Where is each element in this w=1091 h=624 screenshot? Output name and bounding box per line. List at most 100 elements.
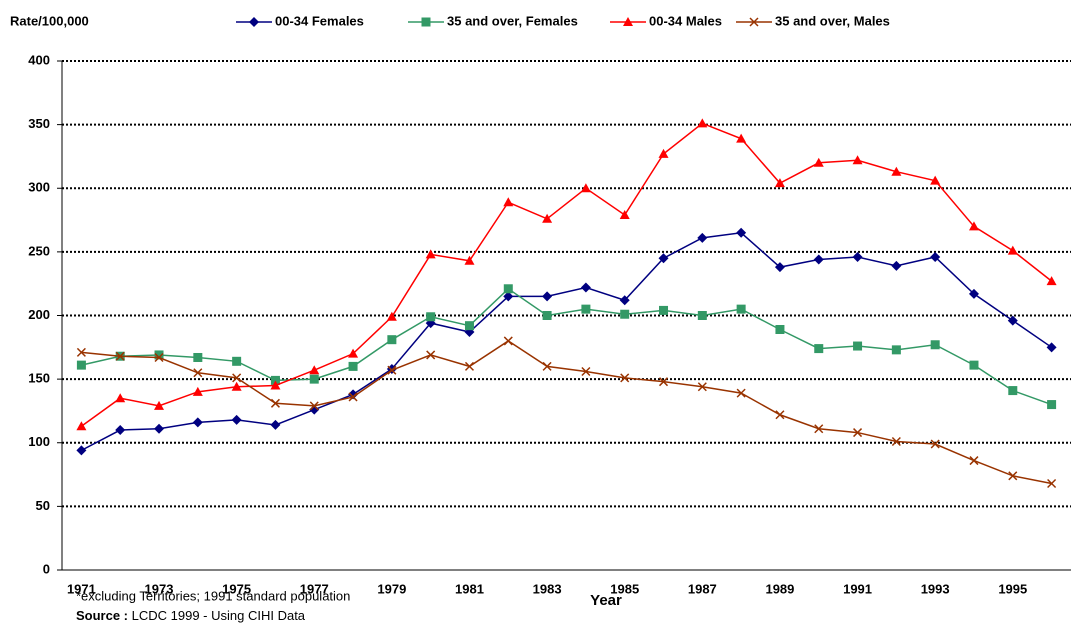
data-point <box>774 178 785 188</box>
data-point <box>619 295 630 306</box>
data-point <box>503 197 514 207</box>
data-point <box>193 352 203 362</box>
data-point <box>542 213 553 223</box>
data-point <box>1047 400 1057 410</box>
data-point <box>736 388 746 398</box>
data-point <box>852 155 863 165</box>
y-tick-label: 50 <box>36 498 50 513</box>
x-tick-label: 1979 <box>377 581 406 596</box>
data-point <box>853 341 863 351</box>
y-tick-label: 0 <box>43 561 50 576</box>
y-tick-label: 150 <box>28 371 50 386</box>
data-point <box>930 175 941 185</box>
data-point <box>658 253 669 264</box>
data-point <box>193 368 203 378</box>
data-point <box>891 260 902 271</box>
data-point <box>154 400 165 410</box>
data-point <box>270 380 281 390</box>
source-text: LCDC 1999 - Using CIHI Data <box>132 608 306 623</box>
data-point <box>387 335 397 345</box>
data-point <box>154 423 165 434</box>
data-point <box>1007 315 1018 326</box>
data-point <box>620 309 630 319</box>
data-point <box>542 311 552 320</box>
data-point <box>270 375 280 385</box>
data-point <box>736 133 747 143</box>
data-point <box>542 291 553 302</box>
data-point <box>619 209 630 219</box>
data-point <box>814 424 824 434</box>
data-point <box>580 282 591 293</box>
data-point <box>659 305 669 315</box>
x-tick-label: 1973 <box>145 581 174 596</box>
data-point <box>192 386 203 396</box>
data-point <box>154 352 164 363</box>
data-point <box>232 356 242 366</box>
data-point <box>232 373 242 383</box>
data-point <box>192 417 203 428</box>
legend-marker <box>249 17 259 27</box>
series-line <box>81 340 1052 485</box>
data-point <box>76 445 87 456</box>
x-tick-label: 1983 <box>533 581 562 596</box>
data-point <box>231 414 242 425</box>
y-tick-label: 200 <box>28 307 50 322</box>
x-tick-label: 1991 <box>843 581 872 596</box>
data-point <box>426 350 436 360</box>
data-point <box>309 404 320 415</box>
legend-marker <box>421 17 431 27</box>
legend-marker <box>623 17 633 26</box>
x-tick-label: 1971 <box>67 581 96 596</box>
x-tick-label: 1993 <box>921 581 950 596</box>
x-tick-label: 1977 <box>300 581 329 596</box>
data-point <box>697 311 707 320</box>
y-tick-label: 350 <box>28 116 50 131</box>
data-point <box>76 360 86 370</box>
data-point <box>1046 342 1057 353</box>
x-axis-label: Year <box>590 592 622 609</box>
data-point <box>1047 478 1057 489</box>
data-point <box>969 456 979 466</box>
data-point <box>891 436 901 447</box>
legend-label: 35 and over, Males <box>775 13 890 28</box>
data-point <box>154 350 164 360</box>
data-point <box>270 419 281 430</box>
data-point <box>464 321 474 331</box>
data-point <box>387 365 397 375</box>
data-point <box>697 232 708 243</box>
legend-marker <box>749 17 759 27</box>
data-point <box>1008 386 1018 396</box>
y-tick-label: 100 <box>28 434 50 449</box>
data-point <box>426 312 436 322</box>
data-point <box>348 348 359 358</box>
series-line <box>81 287 1052 406</box>
data-point <box>231 381 242 391</box>
data-point <box>658 377 669 387</box>
data-point <box>464 361 475 371</box>
series-line <box>81 231 1053 452</box>
y-tick-label: 250 <box>28 243 50 258</box>
data-point <box>697 118 708 128</box>
data-point <box>309 374 319 384</box>
data-point <box>581 366 591 377</box>
data-point <box>968 288 979 299</box>
data-point <box>503 291 514 302</box>
data-point <box>309 401 319 411</box>
data-point <box>930 340 940 350</box>
data-point <box>736 304 746 314</box>
x-tick-label: 1985 <box>610 581 639 596</box>
data-point <box>813 254 824 265</box>
data-point <box>891 166 902 176</box>
data-point <box>309 365 320 375</box>
data-point <box>968 221 979 231</box>
data-point <box>503 336 513 346</box>
data-point <box>1046 276 1057 286</box>
data-point <box>76 421 87 431</box>
data-point <box>1008 471 1018 481</box>
data-point <box>736 227 747 238</box>
y-tick-label: 400 <box>28 52 50 67</box>
data-point <box>930 251 941 262</box>
y-axis-label: Rate/100,000 <box>10 13 89 28</box>
legend-label: 35 and over, Females <box>447 13 578 28</box>
x-tick-label: 1987 <box>688 581 717 596</box>
